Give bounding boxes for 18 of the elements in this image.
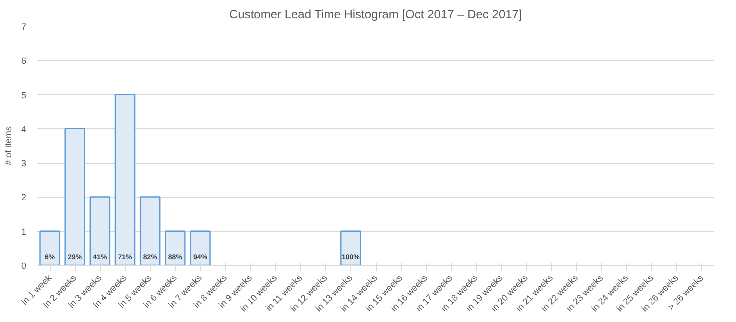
- y-tick-label: 2: [21, 192, 27, 203]
- y-tick-label: 4: [21, 124, 27, 134]
- bar: [190, 230, 211, 266]
- y-tick-label: 3: [21, 158, 27, 169]
- y-tick-label: 5: [21, 90, 27, 100]
- y-axis-title: # of items: [3, 126, 14, 166]
- bar: [90, 196, 111, 266]
- bar: [114, 94, 136, 266]
- bar: [64, 128, 86, 266]
- bar: [340, 230, 362, 266]
- bar: [140, 196, 161, 266]
- y-tick-label: 7: [21, 22, 27, 32]
- y-tick-label: 0: [21, 261, 27, 271]
- bar: [165, 230, 186, 266]
- y-tick-label: 1: [21, 226, 27, 237]
- chart-title: Customer Lead Time Histogram [Oct 2017 – Dec 2017]: [229, 8, 522, 22]
- y-tick-label: 6: [21, 56, 27, 66]
- bar: [40, 230, 60, 266]
